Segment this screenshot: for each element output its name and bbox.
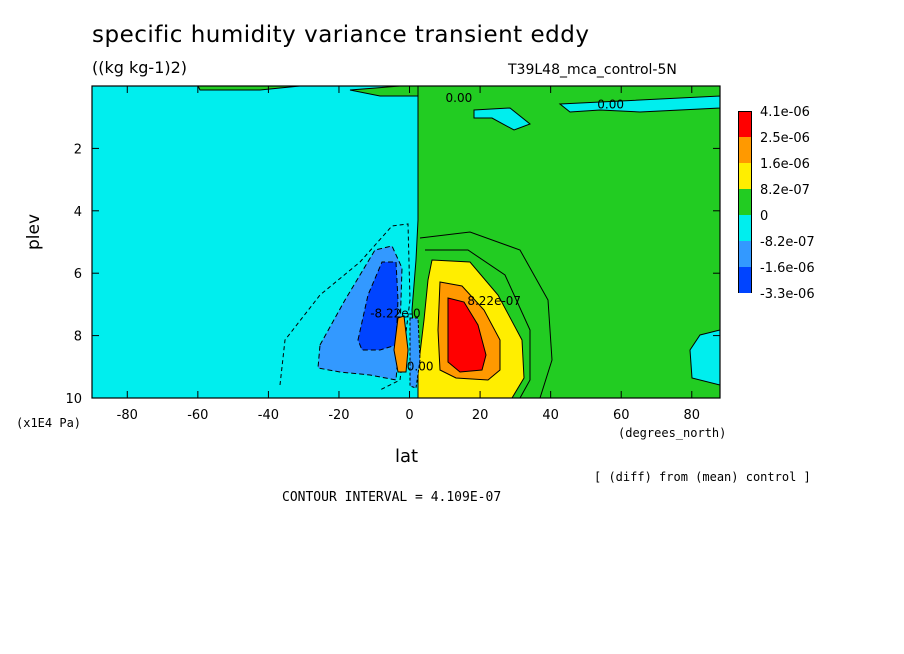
legend-item: 2.5e-06 <box>738 131 848 163</box>
y-tick-label: 2 <box>74 142 82 157</box>
x-axis-label: lat <box>395 446 419 467</box>
legend-item: 1.6e-06 <box>738 157 848 189</box>
chart-title: specific humidity variance transient edd… <box>92 22 590 48</box>
x-tick-label: -60 <box>187 408 208 423</box>
y-tick-label: 8 <box>74 330 82 345</box>
x-tick-label: -20 <box>328 408 349 423</box>
contour-label: 8.22e-07 <box>467 294 521 308</box>
legend-label: 8.2e-07 <box>760 183 810 198</box>
legend-swatch <box>738 163 752 189</box>
x-tick-label: 0 <box>405 408 413 423</box>
x-tick-label: -40 <box>258 408 279 423</box>
legend-label: -3.3e-06 <box>760 287 815 302</box>
legend-label: 1.6e-06 <box>760 157 810 172</box>
legend-swatch <box>738 137 752 163</box>
x-tick-label: 60 <box>613 408 630 423</box>
y-ticks: 2 4 6 8 10 <box>65 142 720 407</box>
legend-label: 0 <box>760 209 769 224</box>
positive-contour-outer <box>419 231 553 399</box>
positive-region-red <box>447 297 487 373</box>
y-tick-label: 6 <box>74 267 82 282</box>
legend-label: 2.5e-06 <box>760 131 810 146</box>
equatorial-dipole-negative <box>409 317 421 389</box>
legend-item: 0 <box>738 209 848 241</box>
legend-item: 4.1e-06 <box>738 105 848 137</box>
chart-units: ((kg kg-1)2) <box>92 58 188 77</box>
contour-label: -8.22e-0 <box>370 307 420 321</box>
negative-region-2 <box>357 261 399 351</box>
run-label: T39L48_mca_control-5N <box>508 62 677 78</box>
diff-note: [ (diff) from (mean) control ] <box>594 470 811 484</box>
x-tick-label: 20 <box>472 408 489 423</box>
contour-label: 0.00 <box>446 91 473 105</box>
legend-swatch <box>738 267 752 293</box>
y-tick-label: 10 <box>65 392 82 407</box>
x-ticks: -80 -60 -40 -20 0 20 40 60 80 <box>117 86 700 423</box>
legend-item: 8.2e-07 <box>738 183 848 215</box>
cyan-patch-top <box>473 107 531 131</box>
plot-frame <box>91 85 721 399</box>
legend-swatch <box>738 189 752 215</box>
legend-label: -1.6e-06 <box>760 261 815 276</box>
legend-label: -8.2e-07 <box>760 235 815 250</box>
legend-swatch <box>738 111 752 137</box>
x-tick-label: 40 <box>542 408 559 423</box>
positive-contour-mid <box>425 249 531 399</box>
legend-swatch <box>738 215 752 241</box>
x-axis-units: (degrees_north) <box>618 426 727 440</box>
legend-item: -8.2e-07 <box>738 235 848 267</box>
y-tick-label: 4 <box>74 205 82 220</box>
contour-interval: CONTOUR INTERVAL = 4.109E-07 <box>282 490 502 505</box>
legend: 4.1e-06 2.5e-06 1.6e-06 8.2e-07 0 -8.2e-07 -1.… <box>738 105 848 302</box>
contour-label: 0.00 <box>407 360 434 374</box>
equatorial-dipole-positive <box>393 315 409 373</box>
green-sliver-top-2 <box>349 85 419 97</box>
y-axis-units: (x1E4 Pa) <box>16 416 82 430</box>
x-tick-label: -80 <box>117 408 138 423</box>
negative-contour-outer <box>279 223 411 391</box>
contour-labels: 0.00 0.00 8.22e-07 -8.22e-0 0.00 <box>370 91 624 373</box>
legend-swatch <box>738 241 752 267</box>
x-tick-label: 80 <box>684 408 701 423</box>
contour-label: 0.00 <box>597 97 624 111</box>
legend-item: -1.6e-06 <box>738 261 848 293</box>
legend-label: 4.1e-06 <box>760 105 810 120</box>
